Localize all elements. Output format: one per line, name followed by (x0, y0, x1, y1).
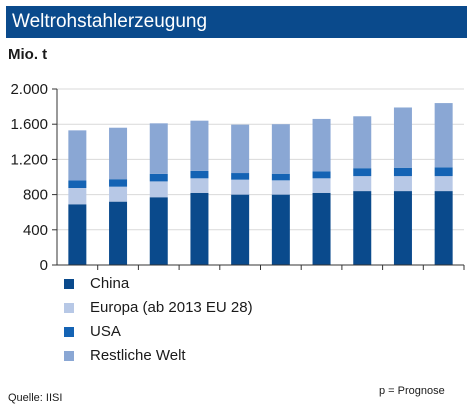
legend: China Europa (ab 2013 EU 28) USA Restlic… (64, 272, 253, 368)
bar-segment-usa (109, 179, 128, 187)
bar-segment-restliche (271, 124, 290, 174)
bar-segment-restliche (68, 130, 87, 181)
bar-segment-china (434, 191, 453, 265)
bar-segment-usa (434, 167, 453, 177)
legend-item-china: China (64, 272, 253, 296)
bar-segment-europa (393, 176, 412, 192)
bar-segment-europa (434, 176, 453, 192)
bar-segment-usa (393, 167, 412, 177)
legend-item-restliche-welt: Restliche Welt (64, 344, 253, 368)
source-note: Quelle: IISI (8, 392, 63, 404)
y-tick-label: 800 (23, 187, 48, 204)
bar-segment-restliche (353, 116, 372, 169)
bar-segment-usa (271, 173, 290, 181)
bar-segment-china (353, 191, 372, 265)
bar-segment-usa (353, 168, 372, 177)
legend-swatch-china (64, 279, 74, 289)
bar-segment-china (68, 204, 87, 265)
bar-segment-europa (68, 188, 87, 205)
bar-segment-usa (231, 173, 250, 180)
y-axis-unit: Mio. t (8, 46, 48, 63)
bar-segment-restliche (312, 118, 331, 172)
y-tick-label: 1.600 (10, 116, 48, 133)
bar-segment-europa (312, 178, 331, 193)
bar-segment-china (149, 197, 168, 265)
legend-label-restliche-welt: Restliche Welt (90, 347, 186, 364)
bar-segment-europa (231, 179, 250, 195)
legend-label-europa: Europa (ab 2013 EU 28) (90, 299, 253, 316)
y-tick-label: 400 (23, 222, 48, 239)
bar-segment-restliche (109, 127, 128, 180)
bar-segment-china (312, 192, 331, 265)
bar-segment-china (231, 194, 250, 265)
y-tick-label: 2.000 (10, 81, 48, 98)
legend-label-china: China (90, 275, 130, 292)
legend-item-europa: Europa (ab 2013 EU 28) (64, 296, 253, 320)
bar-segment-restliche (393, 107, 412, 168)
bar-segment-restliche (434, 103, 453, 168)
bar-segment-usa (190, 170, 209, 179)
chart-title: Weltrohstahlerzeugung (6, 6, 467, 38)
legend-label-usa: USA (90, 323, 121, 340)
y-tick-label: 0 (40, 257, 48, 270)
forecast-footnote: p = Prognose (379, 385, 445, 397)
bar-segment-restliche (190, 120, 209, 171)
bar-segment-europa (271, 180, 290, 195)
bar-segment-europa (190, 178, 209, 193)
bar-segment-china (393, 191, 412, 265)
bar-segment-restliche (231, 124, 250, 174)
legend-swatch-restliche-welt (64, 351, 74, 361)
y-tick-label: 1.200 (10, 151, 48, 168)
bar-segment-china (109, 201, 128, 265)
legend-swatch-europa (64, 303, 74, 313)
bar-segment-usa (312, 171, 331, 179)
bar-segment-europa (353, 176, 372, 192)
bar-segment-china (190, 192, 209, 265)
bar-segment-europa (149, 181, 168, 198)
stacked-bar-chart: 04008001.2001.6002.00020111213141516v17p… (10, 81, 465, 270)
legend-item-usa: USA (64, 320, 253, 344)
bar-segment-usa (149, 173, 168, 182)
bar-segment-restliche (149, 123, 168, 174)
legend-swatch-usa (64, 327, 74, 337)
bar-segment-europa (109, 186, 128, 202)
bar-segment-usa (68, 180, 87, 188)
bar-segment-china (271, 194, 290, 265)
